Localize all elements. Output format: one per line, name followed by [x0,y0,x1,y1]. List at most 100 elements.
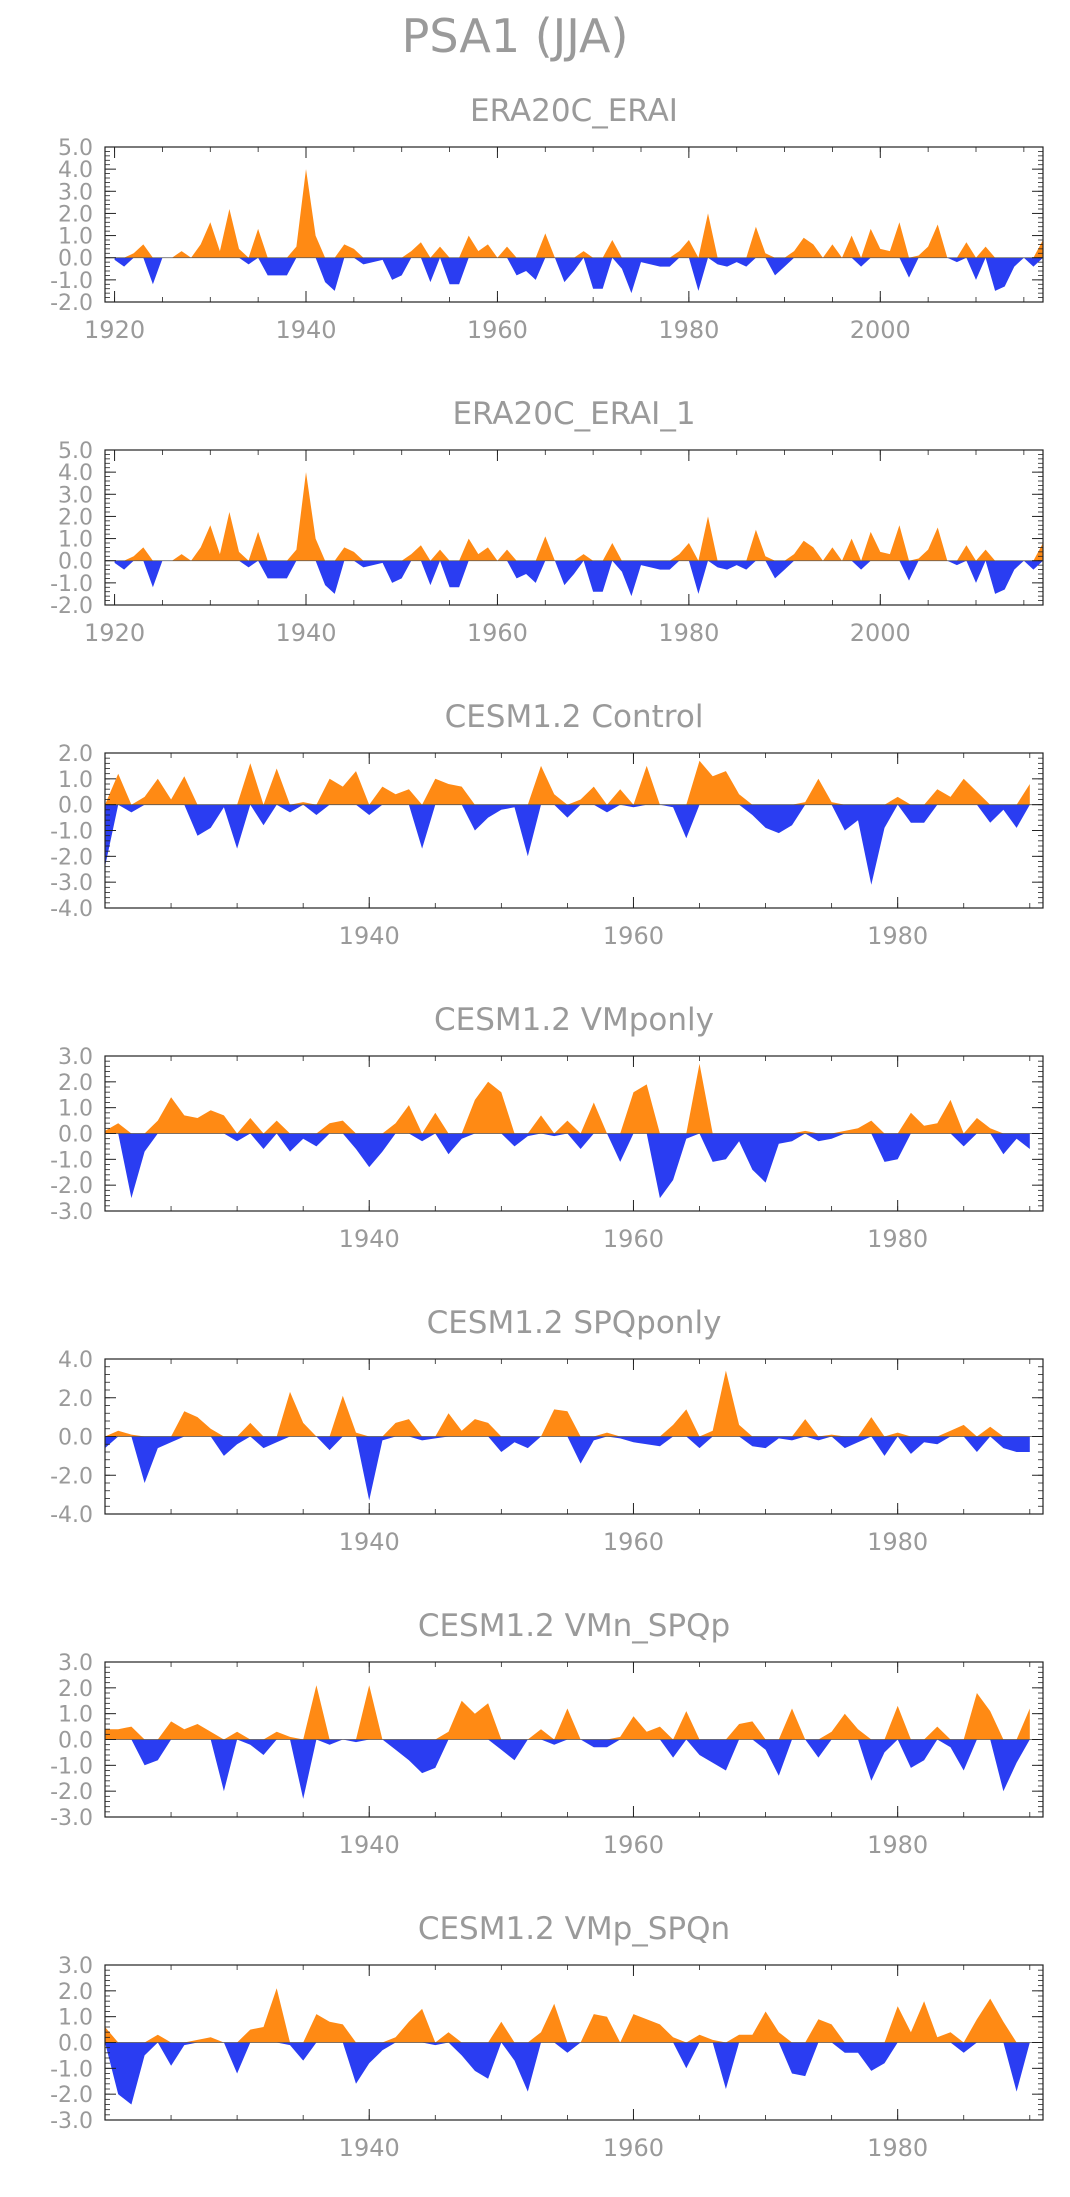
data-point [1052,290,1053,291]
x-tick-label: 1980 [867,922,928,950]
y-tick-label: -2.0 [50,845,93,870]
positive-area [105,1685,1030,1740]
x-tick-label: 1960 [603,1528,664,1556]
chart-panel: CESM1.2 VMn_SPQp 3.02.01.00.0-1.0-2.0-3.0… [50,1608,1044,1859]
positive-area [105,1988,1030,2043]
y-tick-label: 0.0 [58,1729,93,1754]
x-tick-label: 1980 [867,1225,928,1253]
y-tick-label: 1.0 [58,1097,93,1122]
data-point [1052,593,1053,594]
x-tick-label: 1940 [339,1831,400,1859]
y-tick-label: 0.0 [58,1123,93,1148]
y-tick-label: 4.0 [58,1348,93,1373]
chart-panel: CESM1.2 Control 2.01.00.0-1.0-2.0-3.0-4.0… [50,699,1044,950]
x-tick-label: 1980 [867,2134,928,2162]
negative-area [105,1739,1030,1799]
y-tick-label: 1.0 [58,2006,93,2031]
x-tick-label: 1960 [603,1225,664,1253]
y-tick-label: 0.0 [58,247,93,272]
x-tick-label: 1960 [467,619,528,647]
panels: ERA20C_ERAI5.04.03.02.01.00.0-1.0-2.0192… [50,93,1053,2162]
plot-frame [104,146,1044,303]
chart-panel: CESM1.2 SPQponly 4.0 2.0 0.0 -2.0 -4.0 1940 196… [50,1305,1044,1556]
negative-area [105,1436,1030,1501]
y-tick-label: 2.0 [58,1387,93,1412]
y-tick-label: 2.0 [58,1071,93,1096]
y-tick-label: -3.0 [50,1806,93,1831]
y-tick-label: 5.0 [58,136,93,161]
chart-panel: ERA20C_ERAI 5.04.03.02.01.00.0-1.0-2.0192… [50,93,1053,344]
x-tick-label: 1980 [867,1528,928,1556]
y-tick-label: 1.0 [58,225,93,250]
y-tick-label: 3.0 [58,483,93,508]
x-tick-label: 2000 [850,316,911,344]
x-tick-label: 1960 [603,1831,664,1859]
y-tick-label: 0.0 [58,794,93,819]
y-tick-label: 3.0 [58,180,93,205]
positive-area [105,1063,1030,1134]
y-tick-label: -1.0 [50,820,93,845]
panel-title: CESM1.2 VMn_SPQp [418,1608,730,1644]
y-tick-label: -2.0 [50,2083,93,2108]
figure-title: PSA1 (JJA) [402,9,629,63]
y-tick-label: 4.0 [58,461,93,486]
y-tick-label: 2.0 [58,1677,93,1702]
x-tick-label: 1980 [658,316,719,344]
y-tick-label: -2.0 [50,1780,93,1805]
y-tick-label: -1.0 [50,2057,93,2082]
x-tick-label: 1920 [84,316,145,344]
x-tick-label: 1940 [339,1528,400,1556]
plot-frame [104,449,1044,606]
negative-area [114,257,1043,294]
y-tick-label: 0.0 [58,1426,93,1451]
y-tick-label: -1.0 [50,1754,93,1779]
y-tick-label: 2.0 [58,505,93,530]
x-tick-label: 1940 [275,316,336,344]
y-tick-label: -3.0 [50,2109,93,2134]
y-tick-label: 3.0 [58,1045,93,1070]
x-tick-label: 1980 [658,619,719,647]
y-tick-label: -2.0 [50,1174,93,1199]
y-tick-label: 3.0 [58,1954,93,1979]
x-tick-label: 2000 [850,619,911,647]
y-tick-label: -3.0 [50,1200,93,1225]
y-tick-label: -4.0 [50,897,93,922]
panel-title: ERA20C_ERAI [470,93,678,129]
positive-area [105,760,1030,805]
negative-area [105,2042,1030,2105]
positive-area [114,169,1043,258]
x-tick-label: 1940 [339,922,400,950]
x-tick-label: 1920 [84,619,145,647]
negative-area [105,804,1030,885]
plot-frame [104,752,1044,909]
chart-panel: CESM1.2 VMponly 3.02.01.00.0-1.0-2.0-3.0 1… [50,1002,1044,1253]
y-tick-label: 4.0 [58,158,93,183]
panel-title: CESM1.2 VMponly [434,1002,714,1038]
panel-title: CESM1.2 Control [445,699,704,735]
positive-area [114,472,1043,561]
y-tick-label: -1.0 [50,1148,93,1173]
y-tick-label: -3.0 [50,871,93,896]
y-tick-label: 0.0 [58,550,93,575]
y-tick-label: -4.0 [50,1503,93,1528]
panel-title: CESM1.2 VMp_SPQn [418,1911,730,1947]
x-tick-label: 1980 [867,1831,928,1859]
y-tick-label: 1.0 [58,528,93,553]
x-tick-label: 1960 [603,2134,664,2162]
y-tick-label: -2.0 [50,291,93,316]
y-tick-label: 3.0 [58,1651,93,1676]
chart-panel: ERA20C_ERAI_15.04.03.02.01.00.0-1.0-2.01… [50,396,1053,647]
x-tick-label: 1960 [603,922,664,950]
x-tick-label: 1940 [339,2134,400,2162]
chart-panel: CESM1.2 VMp_SPQn 3.02.01.00.0-1.0-2.0-3.0… [50,1911,1044,2162]
x-tick-label: 1960 [467,316,528,344]
y-tick-label: -2.0 [50,1464,93,1489]
y-tick-label: -1.0 [50,572,93,597]
y-tick-label: 2.0 [58,1980,93,2005]
y-tick-label: 2.0 [58,202,93,227]
y-tick-label: 2.0 [58,742,93,767]
y-tick-label: 5.0 [58,439,93,464]
y-tick-label: -1.0 [50,269,93,294]
y-tick-label: 0.0 [58,2032,93,2057]
